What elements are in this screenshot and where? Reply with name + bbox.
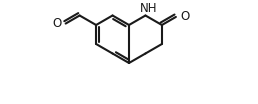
Text: O: O	[180, 10, 190, 23]
Text: O: O	[52, 17, 61, 30]
Text: NH: NH	[140, 2, 157, 15]
